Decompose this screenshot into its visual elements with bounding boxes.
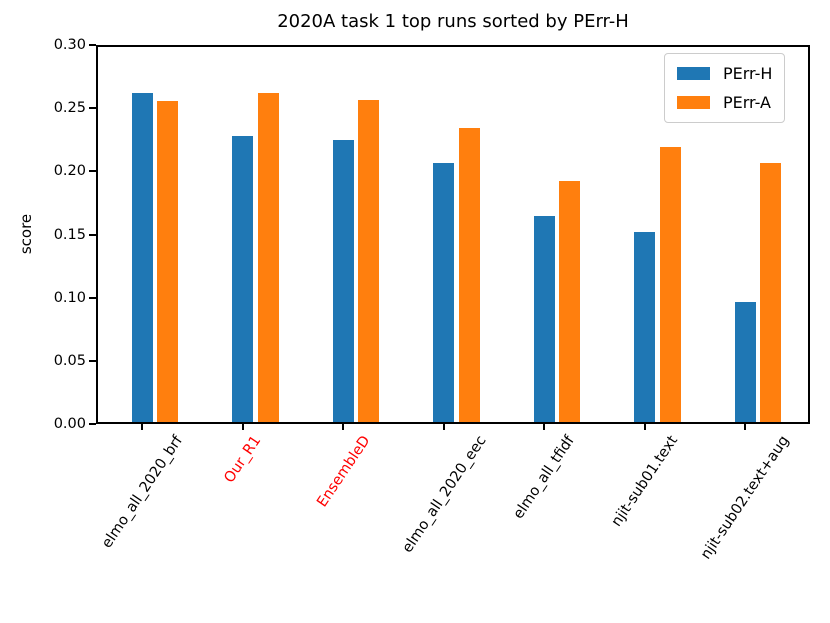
x-tick [643,424,646,430]
bar-PErr-H [734,302,756,422]
bar-PErr-A [559,180,580,422]
legend-item: PErr-H [677,64,772,83]
legend-label: PErr-A [723,93,771,112]
x-tick-label: elmo_all_2020_brf [98,433,186,552]
y-tick [89,233,96,236]
x-tick [141,424,143,430]
y-tick-label: 0.10 [53,289,86,306]
x-tick-label: njit-sub02.text+aug [698,433,793,563]
y-tick-label: 0.30 [53,37,86,53]
bar-PErr-A [458,128,480,422]
legend: PErr-H PErr-A [664,53,786,123]
bar-PErr-H [533,215,555,422]
x-tick [442,424,445,430]
legend-item: PErr-A [677,93,772,112]
y-tick [89,423,96,425]
y-tick [89,359,96,362]
legend-swatch-PErr-H [677,67,710,80]
y-tick [89,44,96,46]
legend-label: PErr-H [723,64,773,83]
x-tick-label: EnsembleD [313,433,374,511]
bar-PErr-H [433,163,454,422]
x-tick [543,424,545,430]
x-tick-label: elmo_all_2020_eec [399,433,490,556]
chart-title: 2020A task 1 top runs sorted by PErr-H [277,11,629,32]
y-tick-label: 0.15 [53,226,86,243]
x-tick-label: elmo_all_tfidf [510,433,578,522]
bar-PErr-H [131,93,153,422]
bar-PErr-H [232,135,253,422]
x-tick-label: njit-sub01.text [608,433,681,530]
y-tick-label: 0.20 [53,163,86,180]
x-tick [342,424,344,430]
bar-PErr-A [157,100,178,422]
x-tick [744,424,746,430]
legend-swatch-PErr-A [677,96,710,109]
x-tick [241,424,244,430]
bar-PErr-H [332,139,354,422]
bar-PErr-A [257,93,279,422]
y-tick-label: 0.05 [53,352,86,369]
y-tick-label: 0.25 [53,100,86,117]
y-tick-label: 0.00 [53,416,86,432]
x-tick-label: Our_R1 [221,433,265,486]
bar-PErr-H [634,232,655,422]
bar-PErr-A [358,99,379,422]
bar-PErr-A [659,147,681,422]
bar-PErr-A [760,163,781,422]
y-tick [89,296,96,299]
y-tick [89,170,96,173]
y-tick [89,107,96,110]
